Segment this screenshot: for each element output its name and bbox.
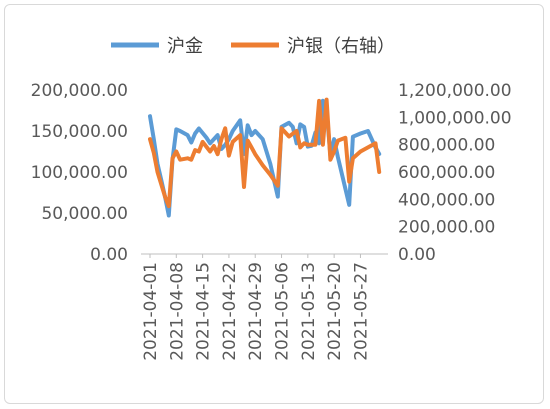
x-tick-label: 2021-04-08 [167,262,187,361]
y-right-tick-label: 800,000.00 [398,136,495,156]
x-tick-label: 2021-05-13 [299,262,319,361]
x-tick-label: 2021-04-01 [141,262,161,361]
y-left-tick-label: 150,000.00 [31,122,128,142]
y-right-tick-label: 400,000.00 [398,190,495,210]
x-tick-label: 2021-04-22 [220,262,240,361]
x-tick-label: 2021-05-27 [351,262,371,361]
y-right-tick-label: 0.00 [398,245,436,265]
x-tick-label: 2021-05-06 [273,262,293,361]
y-right-tick-label: 1,000,000.00 [398,108,512,128]
x-tick-label: 2021-05-20 [325,262,345,361]
x-tick-label: 2021-04-15 [194,262,214,361]
chart-frame [4,4,544,404]
y-left-tick-label: 0.00 [90,245,128,265]
y-right-tick-label: 600,000.00 [398,163,495,183]
y-left-tick-label: 100,000.00 [31,163,128,183]
y-left-tick-label: 200,000.00 [31,81,128,101]
silver-series-line [148,97,382,209]
y-left-tick-label: 50,000.00 [41,204,128,224]
legend-label-gold: 沪金 [167,36,203,57]
y-right-tick-label: 200,000.00 [398,218,495,238]
y-right-tick-label: 1,200,000.00 [398,81,512,101]
x-tick-label: 2021-04-29 [246,262,266,361]
legend-label-silver: 沪银（右轴） [287,36,395,57]
